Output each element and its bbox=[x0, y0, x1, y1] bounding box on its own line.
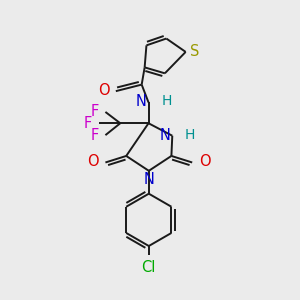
Text: F: F bbox=[90, 104, 99, 119]
Text: F: F bbox=[84, 116, 92, 131]
Text: O: O bbox=[199, 154, 210, 169]
Text: N: N bbox=[160, 128, 171, 142]
Text: O: O bbox=[87, 154, 99, 169]
Text: H: H bbox=[162, 94, 172, 108]
Text: Cl: Cl bbox=[142, 260, 156, 275]
Text: H: H bbox=[185, 128, 195, 142]
Text: N: N bbox=[143, 172, 154, 187]
Text: F: F bbox=[90, 128, 99, 143]
Text: S: S bbox=[190, 44, 200, 59]
Text: O: O bbox=[98, 83, 109, 98]
Text: N: N bbox=[135, 94, 146, 109]
